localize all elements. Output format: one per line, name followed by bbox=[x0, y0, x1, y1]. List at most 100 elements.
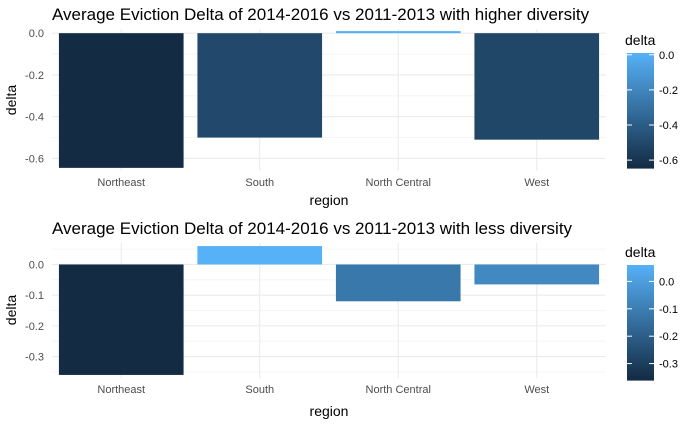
colorbar-segment bbox=[627, 141, 654, 144]
colorbar-segment bbox=[627, 66, 654, 69]
colorbar-segment bbox=[627, 291, 654, 295]
legend-tick-label: -0.3 bbox=[659, 359, 678, 371]
colorbar-segment bbox=[627, 160, 654, 163]
colorbar-segment bbox=[627, 309, 654, 312]
bar-northeast bbox=[58, 264, 184, 375]
colorbar-segment bbox=[627, 76, 654, 79]
y-tick-label: -0.4 bbox=[25, 112, 44, 124]
colorbar-segment bbox=[627, 150, 654, 154]
colorbar-segment bbox=[627, 357, 654, 360]
colorbar-segment bbox=[627, 156, 654, 160]
colorbar-segment bbox=[627, 58, 654, 62]
colorbar-segment bbox=[627, 145, 654, 148]
colorbar-segment bbox=[627, 355, 654, 358]
colorbar-segment bbox=[627, 372, 654, 375]
colorbar-segment bbox=[627, 129, 654, 133]
bar-south bbox=[197, 246, 323, 265]
colorbar-segment bbox=[627, 118, 654, 121]
colorbar-segment bbox=[627, 353, 654, 356]
colorbar-segment bbox=[627, 297, 654, 301]
colorbar-segment bbox=[627, 133, 654, 137]
chart-title: Average Eviction Delta of 2014-2016 vs 2… bbox=[52, 219, 573, 238]
colorbar-segment bbox=[627, 274, 654, 278]
colorbar-segment bbox=[627, 85, 654, 89]
colorbar-segment bbox=[627, 146, 654, 150]
bar-south bbox=[197, 33, 323, 138]
colorbar-segment bbox=[627, 91, 654, 94]
colorbar-segment bbox=[627, 89, 654, 92]
y-tick-label: 0.0 bbox=[29, 259, 44, 271]
colorbar-segment bbox=[627, 108, 654, 112]
colorbar-segment bbox=[627, 112, 654, 115]
bar-west bbox=[474, 33, 600, 140]
colorbar-segment bbox=[627, 135, 654, 138]
colorbar-segment bbox=[627, 303, 654, 306]
colorbar-segment bbox=[627, 316, 654, 320]
legend-title: delta bbox=[625, 244, 656, 260]
colorbar-segment bbox=[627, 110, 654, 114]
y-axis-label: delta bbox=[3, 85, 19, 116]
colorbar-segment bbox=[627, 328, 654, 331]
colorbar-segment bbox=[627, 288, 654, 291]
colorbar-segment bbox=[627, 280, 654, 283]
colorbar-segment bbox=[627, 68, 654, 71]
x-tick-label: South bbox=[245, 384, 274, 396]
legend-title: delta bbox=[625, 32, 656, 48]
y-tick-label: -0.2 bbox=[25, 70, 44, 82]
legend-tick-label: -0.4 bbox=[659, 120, 678, 132]
colorbar-segment bbox=[627, 345, 654, 349]
colorbar-segment bbox=[627, 330, 654, 333]
legend-tick-label: -0.2 bbox=[659, 331, 678, 343]
colorbar-segment bbox=[627, 79, 654, 83]
colorbar-segment bbox=[627, 81, 654, 85]
colorbar-segment bbox=[627, 272, 654, 276]
legend-colorbar: delta 0.0 -0.1 -0.2 -0.3 bbox=[625, 244, 678, 381]
colorbar-segment bbox=[627, 289, 654, 293]
colorbar-segment bbox=[627, 158, 654, 161]
colorbar-segment bbox=[627, 339, 654, 343]
colorbar-segment bbox=[627, 349, 654, 352]
bar-north-central bbox=[335, 31, 461, 34]
chart-title: Average Eviction Delta of 2014-2016 vs 2… bbox=[52, 5, 590, 24]
colorbar-segment bbox=[627, 87, 654, 91]
y-tick-label: -0.6 bbox=[25, 153, 44, 165]
colorbar-segment bbox=[627, 362, 654, 366]
x-axis-label: region bbox=[310, 192, 349, 208]
y-tick-label: 0.0 bbox=[29, 28, 44, 40]
colorbar-segment bbox=[627, 162, 654, 165]
colorbar-segment bbox=[627, 312, 654, 316]
colorbar-segment bbox=[627, 322, 654, 326]
chart-panel-2: 0.0 -0.1 -0.2 -0.3 Northeast South North Centr… bbox=[3, 219, 678, 419]
colorbar-segment bbox=[627, 72, 654, 75]
x-tick-label: South bbox=[245, 177, 274, 189]
colorbar-segment bbox=[627, 116, 654, 119]
y-axis-label: delta bbox=[3, 295, 19, 326]
legend-tick-label: -0.6 bbox=[659, 155, 678, 167]
colorbar-segment bbox=[627, 299, 654, 303]
colorbar-segment bbox=[627, 93, 654, 96]
colorbar-segment bbox=[627, 114, 654, 117]
colorbar-segment bbox=[627, 64, 654, 68]
colorbar-segment bbox=[627, 324, 654, 327]
x-tick-label: Northeast bbox=[97, 177, 145, 189]
colorbar-segment bbox=[627, 347, 654, 350]
colorbar-segment bbox=[627, 60, 654, 64]
colorbar-segment bbox=[627, 374, 654, 377]
colorbar-segment bbox=[627, 100, 654, 104]
colorbar-segment bbox=[627, 77, 654, 81]
colorbar-segment bbox=[627, 152, 654, 156]
colorbar-segment bbox=[627, 123, 654, 127]
legend-tick-label: -0.1 bbox=[659, 304, 678, 316]
colorbar-segment bbox=[627, 332, 654, 335]
colorbar-segment bbox=[627, 276, 654, 280]
colorbar-segment bbox=[627, 314, 654, 318]
colorbar-segment bbox=[627, 320, 654, 324]
colorbar-segment bbox=[627, 295, 654, 299]
x-tick-label: North Central bbox=[366, 384, 431, 396]
colorbar-segment bbox=[627, 54, 654, 58]
colorbar-segment bbox=[627, 305, 654, 308]
colorbar-segment bbox=[627, 335, 654, 339]
